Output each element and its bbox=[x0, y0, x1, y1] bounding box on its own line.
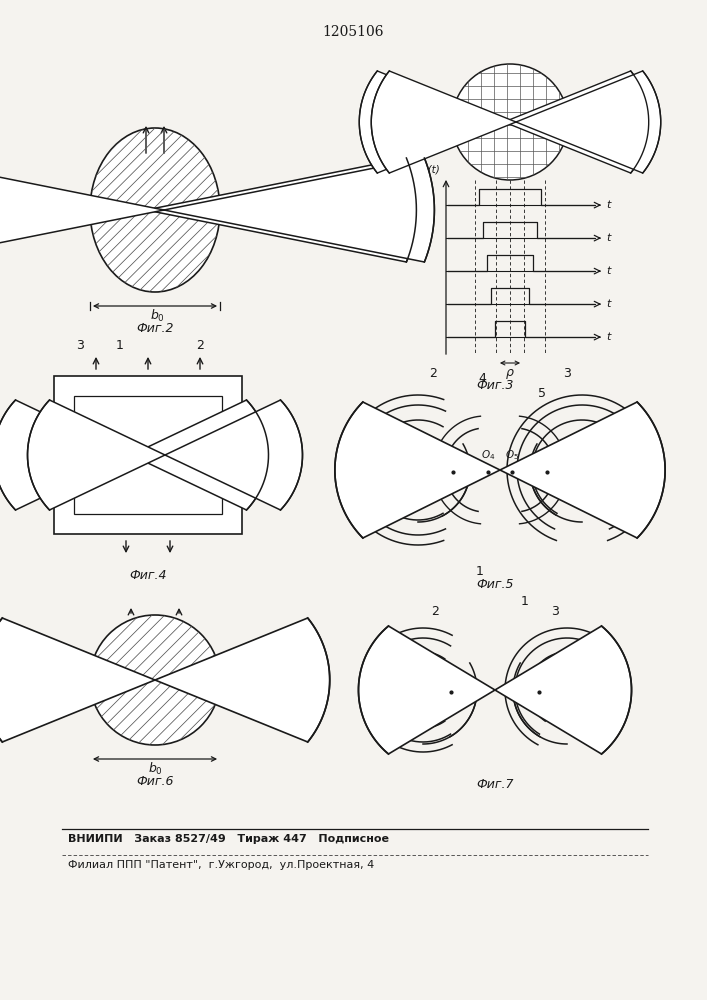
Polygon shape bbox=[0, 618, 329, 742]
Text: $O_5$: $O_5$ bbox=[505, 448, 519, 462]
Text: $O_4$: $O_4$ bbox=[481, 448, 495, 462]
Polygon shape bbox=[0, 400, 269, 510]
Polygon shape bbox=[0, 158, 416, 262]
Circle shape bbox=[90, 615, 220, 745]
Text: $b_0$: $b_0$ bbox=[148, 761, 163, 777]
Text: 3: 3 bbox=[563, 367, 571, 380]
Text: t: t bbox=[606, 266, 610, 276]
Text: 3: 3 bbox=[551, 605, 559, 618]
Text: 2: 2 bbox=[431, 605, 439, 618]
Text: 2: 2 bbox=[429, 367, 437, 380]
Text: $O_2$: $O_2$ bbox=[446, 448, 460, 462]
Bar bbox=[74, 396, 222, 514]
Text: Фиг.7: Фиг.7 bbox=[477, 778, 514, 791]
Polygon shape bbox=[28, 400, 303, 510]
Text: 4: 4 bbox=[478, 372, 486, 385]
Text: $O_2$: $O_2$ bbox=[444, 667, 458, 681]
Polygon shape bbox=[371, 71, 661, 173]
Text: t: t bbox=[606, 299, 610, 309]
Text: 5: 5 bbox=[538, 387, 546, 400]
Text: 1: 1 bbox=[476, 565, 484, 578]
Circle shape bbox=[452, 64, 568, 180]
Text: Фиг.6: Фиг.6 bbox=[136, 775, 174, 788]
Text: u(t): u(t) bbox=[421, 165, 440, 175]
Text: Фиг.2: Фиг.2 bbox=[136, 322, 174, 335]
Polygon shape bbox=[359, 71, 649, 173]
Text: 1205106: 1205106 bbox=[322, 25, 384, 39]
Text: t: t bbox=[606, 200, 610, 210]
Ellipse shape bbox=[90, 128, 220, 292]
Text: 1: 1 bbox=[116, 339, 124, 352]
Polygon shape bbox=[335, 402, 665, 538]
Text: Филиал ППП "Патент",  г.Ужгород,  ул.Проектная, 4: Филиал ППП "Патент", г.Ужгород, ул.Проек… bbox=[68, 860, 374, 870]
Polygon shape bbox=[0, 158, 434, 262]
Polygon shape bbox=[358, 626, 631, 754]
Text: $b_0$: $b_0$ bbox=[150, 308, 165, 324]
Text: Фиг.5: Фиг.5 bbox=[477, 578, 514, 591]
Text: t: t bbox=[606, 332, 610, 342]
Text: ВНИИПИ   Заказ 8527/49   Тираж 447   Подписное: ВНИИПИ Заказ 8527/49 Тираж 447 Подписное bbox=[68, 834, 389, 844]
Text: 2: 2 bbox=[196, 339, 204, 352]
Text: t: t bbox=[606, 233, 610, 243]
Text: Фиг.4: Фиг.4 bbox=[129, 569, 167, 582]
Text: $O_3$: $O_3$ bbox=[540, 448, 554, 462]
Text: Фиг.3: Фиг.3 bbox=[477, 379, 514, 392]
Text: 1: 1 bbox=[521, 595, 529, 608]
Bar bbox=[54, 376, 242, 534]
Text: $O_3$: $O_3$ bbox=[532, 667, 546, 681]
Text: 3: 3 bbox=[76, 339, 84, 352]
Text: $\rho$: $\rho$ bbox=[505, 367, 515, 381]
